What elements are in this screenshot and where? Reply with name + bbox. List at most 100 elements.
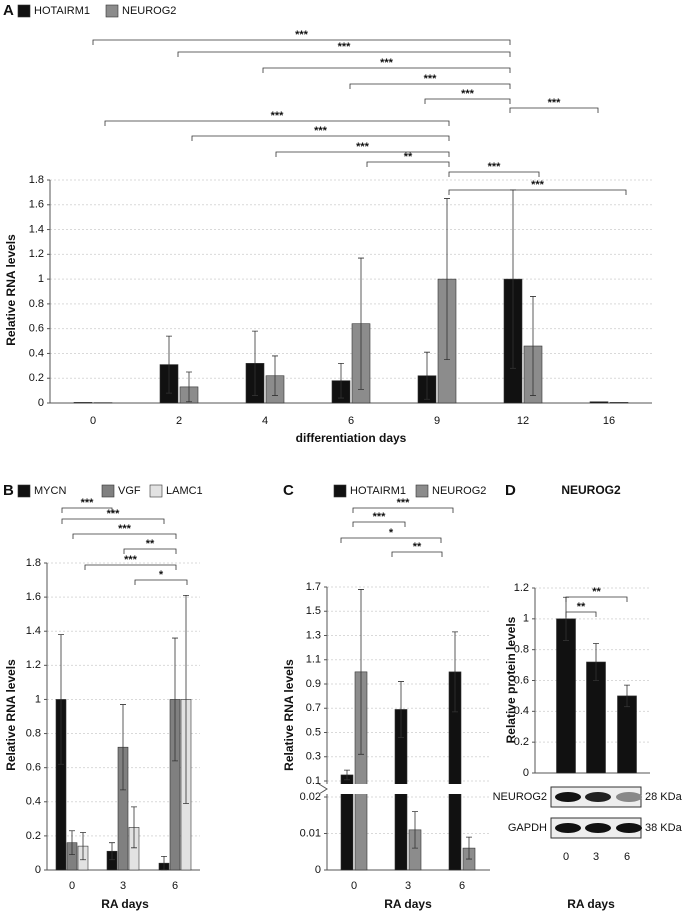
error-bar — [466, 836, 472, 860]
significance-bracket — [448, 171, 540, 177]
y-tick-label: 0 — [315, 864, 321, 876]
y-tick-label: 1.5 — [306, 605, 321, 617]
y-tick-label: 0.3 — [306, 751, 321, 763]
x-axis-label: RA days — [567, 897, 615, 911]
significance-bracket — [275, 151, 450, 157]
y-tick-label: 1.4 — [29, 223, 44, 235]
y-axis-label: Relative RNA levels — [4, 234, 18, 346]
panel-label: C — [283, 482, 294, 499]
significance-label: *** — [461, 88, 475, 100]
legend-swatch — [333, 484, 347, 498]
error-bar — [186, 371, 192, 403]
error-bar — [131, 806, 137, 849]
y-tick-label: 0 — [523, 767, 529, 779]
blot-size: 38 KDa — [645, 822, 683, 834]
y-tick-label: 1.8 — [26, 557, 41, 569]
y-tick-label: 0.4 — [29, 347, 44, 359]
y-tick-label: 0 — [38, 397, 44, 409]
blot-band — [555, 823, 581, 833]
significance-label: ** — [577, 601, 586, 613]
error-bar — [358, 589, 364, 755]
error-bar — [161, 855, 167, 871]
y-tick-label: 1.2 — [26, 659, 41, 671]
error-bar — [338, 362, 344, 399]
significance-label: *** — [314, 125, 328, 137]
x-tick-label: 0 — [69, 880, 75, 892]
significance-bracket — [340, 537, 442, 543]
y-axis-label: Relative RNA levels — [4, 659, 18, 771]
significance-bracket — [448, 189, 627, 195]
y-tick-label: 1 — [38, 273, 44, 285]
error-bar — [80, 832, 86, 861]
y-tick-label: 0.8 — [29, 298, 44, 310]
significance-bracket — [61, 507, 113, 513]
error-bar — [530, 296, 536, 396]
significance-label: *** — [531, 179, 545, 191]
significance-label: ** — [592, 586, 601, 598]
significance-label: *** — [271, 110, 285, 122]
error-bar — [444, 198, 450, 361]
y-tick-label: 0.6 — [29, 323, 44, 335]
x-axis-label: RA days — [384, 897, 432, 911]
significance-label: *** — [373, 511, 387, 523]
significance-bracket — [509, 107, 599, 113]
legend-label: HOTAIRM1 — [34, 5, 90, 17]
blot-band — [555, 792, 581, 802]
y-tick-label: 0.8 — [26, 727, 41, 739]
x-tick-label: 0 — [563, 851, 569, 863]
x-tick-label: 6 — [172, 880, 178, 892]
y-tick-label: 1.6 — [29, 199, 44, 211]
x-tick-label: 4 — [262, 415, 268, 427]
significance-label: *** — [488, 161, 502, 173]
error-bar — [183, 595, 189, 804]
significance-label: *** — [380, 57, 394, 69]
y-tick-label: 0.2 — [514, 736, 529, 748]
blot-band — [616, 823, 642, 833]
error-bar — [272, 355, 278, 396]
bar — [73, 402, 93, 404]
y-tick-label: 1.3 — [306, 629, 321, 641]
y-tick-label: 0.2 — [29, 372, 44, 384]
chart-title: NEUROG2 — [561, 483, 621, 497]
x-axis-label: RA days — [101, 897, 149, 911]
y-tick-label: 1.2 — [514, 582, 529, 594]
legend-label: NEUROG2 — [432, 485, 486, 497]
significance-bracket — [84, 564, 177, 570]
error-bar — [593, 643, 599, 681]
y-tick-label: 1.8 — [29, 174, 44, 186]
y-axis-label: Relative protein levels — [504, 616, 518, 743]
panel-label: B — [3, 482, 14, 499]
panel-label: A — [3, 2, 14, 19]
y-tick-label: 0.6 — [514, 674, 529, 686]
legend-label: NEUROG2 — [122, 5, 176, 17]
error-bar — [412, 811, 418, 849]
significance-bracket — [61, 518, 165, 524]
bar — [556, 618, 576, 774]
y-tick-label: 1.7 — [306, 581, 321, 593]
error-bar — [344, 769, 350, 781]
blot-label: NEUROG2 — [493, 791, 547, 803]
x-tick-label: 6 — [348, 415, 354, 427]
significance-bracket — [349, 83, 511, 89]
x-tick-label: 9 — [434, 415, 440, 427]
error-bar — [424, 351, 430, 400]
x-tick-label: 6 — [459, 880, 465, 892]
x-tick-label: 3 — [593, 851, 599, 863]
error-bar — [252, 330, 258, 396]
significance-label: * — [159, 569, 164, 581]
error-bar — [109, 842, 115, 861]
legend-label: LAMC1 — [166, 485, 203, 497]
y-tick-label: 0.4 — [514, 705, 529, 717]
bar — [609, 402, 629, 404]
significance-bracket — [177, 51, 511, 57]
y-tick-label: 0.7 — [306, 702, 321, 714]
error-bar — [58, 634, 64, 765]
x-tick-label: 0 — [90, 415, 96, 427]
significance-label: *** — [118, 523, 132, 535]
error-bar — [166, 335, 172, 394]
y-tick-label: 0.5 — [306, 726, 321, 738]
error-bar — [172, 637, 178, 762]
y-tick-label: 1.1 — [306, 654, 321, 666]
significance-label: * — [389, 527, 394, 539]
